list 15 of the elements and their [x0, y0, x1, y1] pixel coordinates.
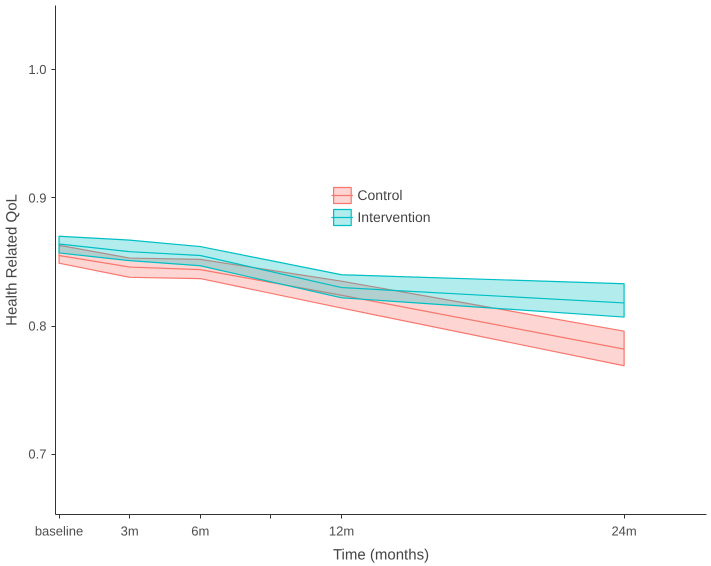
y-tick-label: 0.8	[28, 318, 47, 334]
x-tick-label: 3m	[120, 524, 139, 538]
x-axis-title: Time (months)	[332, 546, 430, 564]
legend-label: Control	[357, 187, 403, 203]
y-tick-label: 0.9	[28, 190, 47, 206]
x-tick-label: 12m	[328, 524, 354, 538]
line-series	[58, 243, 625, 304]
legend-label: Intervention	[357, 209, 431, 225]
x-tick-label: 24m	[611, 524, 637, 538]
x-tick-label: 6m	[191, 524, 210, 538]
y-axis-title: Health Related QoL	[3, 194, 20, 326]
x-tick-label: baseline	[34, 524, 84, 538]
y-tick-label: 1.0	[28, 62, 47, 78]
line-series	[58, 254, 625, 350]
y-tick-label: 0.7	[28, 446, 47, 462]
